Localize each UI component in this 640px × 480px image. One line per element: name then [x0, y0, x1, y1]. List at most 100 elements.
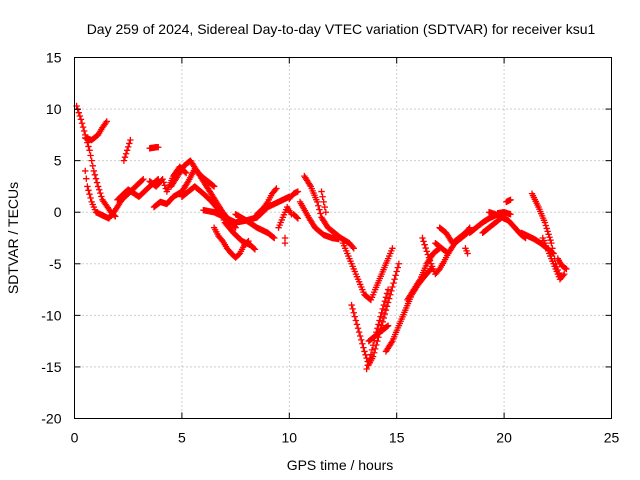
data-point — [384, 322, 392, 329]
data-point — [421, 241, 428, 248]
data-point — [321, 203, 328, 211]
data-point — [348, 301, 355, 309]
data-point — [318, 188, 325, 195]
x-tick-label: 5 — [178, 430, 186, 446]
data-point — [381, 297, 389, 305]
data-point — [86, 190, 93, 198]
y-axis-label: SDTVAR / TECUs — [5, 182, 21, 294]
data-point — [155, 144, 162, 151]
data-point — [389, 245, 396, 252]
data-point — [362, 351, 369, 359]
data-point — [379, 318, 386, 326]
data-point — [209, 182, 217, 189]
data-point — [507, 211, 514, 218]
data-point — [424, 251, 432, 258]
axis-ticks: 0 5 10 15 20 25 -20 -15 -10 -5 0 5 10 15 — [41, 50, 619, 446]
data-point — [420, 238, 427, 245]
data-point — [123, 147, 131, 154]
x-tick-label: 0 — [71, 430, 79, 446]
data-point — [83, 175, 90, 182]
data-point — [125, 143, 132, 151]
data-point — [464, 250, 471, 257]
data-point — [561, 270, 568, 278]
data-point — [273, 185, 280, 192]
data-point — [77, 116, 85, 123]
data-point — [355, 328, 363, 336]
data-point — [90, 167, 98, 175]
data-point — [315, 202, 322, 209]
data-point — [360, 344, 367, 351]
data-point — [426, 257, 434, 264]
data-point — [367, 351, 375, 358]
data-point — [381, 310, 389, 318]
data-point — [377, 313, 384, 320]
data-point — [545, 231, 552, 238]
data-point — [126, 140, 133, 147]
data-point — [353, 321, 361, 328]
data-point — [89, 162, 96, 169]
data-point — [98, 193, 105, 200]
data-point — [395, 260, 403, 267]
data-point — [547, 237, 554, 244]
data-point — [88, 157, 95, 164]
data-point — [372, 345, 379, 353]
data-point — [320, 198, 327, 206]
data-point — [366, 354, 374, 362]
data-point — [544, 228, 551, 235]
data-point — [317, 210, 324, 217]
data-point — [393, 268, 400, 275]
grid-lines — [74, 57, 612, 419]
y-tick-label: 0 — [54, 204, 62, 220]
x-tick-label: 25 — [604, 430, 620, 446]
data-point — [82, 167, 89, 175]
data-point — [85, 187, 92, 194]
data-point — [378, 309, 385, 316]
plot-frame — [74, 57, 612, 419]
data-point — [380, 301, 388, 309]
data-point — [383, 323, 391, 330]
data-point — [210, 183, 218, 190]
data-point — [388, 287, 395, 295]
data-points — [73, 102, 570, 373]
data-point — [369, 342, 377, 349]
data-point — [354, 325, 362, 332]
data-point — [416, 277, 423, 284]
data-point — [385, 295, 393, 302]
data-point — [97, 189, 104, 197]
data-point — [423, 248, 430, 255]
data-point — [84, 183, 91, 190]
data-point — [272, 186, 279, 193]
data-point — [507, 196, 514, 204]
data-point — [96, 186, 103, 193]
data-point — [543, 225, 550, 232]
data-point — [76, 112, 84, 120]
y-tick-label: -15 — [41, 359, 61, 375]
data-point — [563, 265, 570, 273]
data-point — [394, 264, 401, 271]
data-point — [92, 175, 100, 182]
x-tick-label: 10 — [282, 430, 298, 446]
y-tick-label: 15 — [46, 50, 62, 66]
data-point — [270, 234, 277, 241]
data-point — [384, 286, 392, 293]
data-point — [159, 176, 166, 183]
data-point — [391, 276, 398, 283]
data-point — [322, 209, 330, 216]
data-point — [91, 171, 99, 179]
data-point — [306, 181, 314, 189]
data-point — [86, 147, 93, 154]
data-point — [384, 299, 392, 306]
data-point — [363, 365, 370, 373]
data-point — [122, 150, 130, 157]
data-point — [79, 123, 87, 131]
data-point — [349, 243, 356, 251]
data-point — [271, 234, 278, 242]
data-point — [383, 290, 391, 297]
data-point — [127, 136, 134, 144]
data-point — [294, 188, 302, 195]
data-point — [138, 177, 146, 184]
data-point — [120, 157, 128, 164]
data-point — [368, 346, 376, 354]
data-point — [376, 317, 383, 324]
data-point — [319, 193, 326, 200]
